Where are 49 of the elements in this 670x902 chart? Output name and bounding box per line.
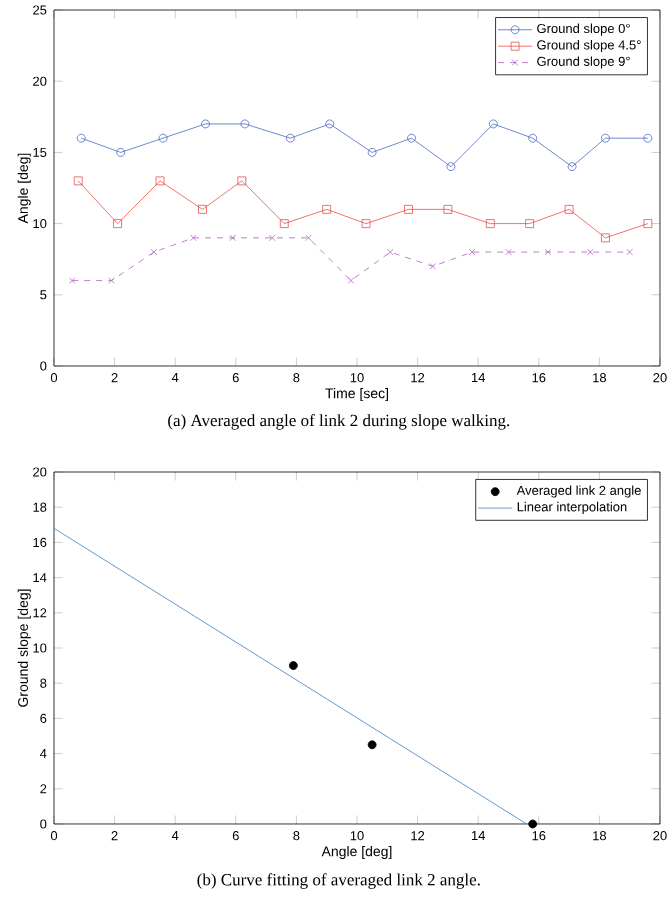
point [367, 148, 377, 157]
point [601, 133, 610, 143]
point [150, 248, 158, 256]
point [201, 119, 210, 129]
text: (a) Averaged angle of link 2 during slope walking. [168, 414, 510, 430]
point [108, 277, 115, 284]
point [68, 277, 76, 284]
point [116, 148, 126, 157]
point [158, 133, 168, 143]
point [268, 234, 276, 242]
point [325, 119, 335, 129]
point [468, 248, 476, 256]
point [446, 162, 456, 172]
text: (b) Curve fitting of averaged link 2 angle. [197, 873, 480, 889]
point [361, 219, 371, 229]
point [485, 219, 495, 229]
line-series [73, 176, 653, 243]
point [488, 119, 498, 129]
point [404, 204, 413, 214]
point [387, 248, 394, 256]
point [443, 204, 453, 214]
point [190, 234, 197, 242]
point [567, 162, 577, 172]
point [347, 277, 355, 284]
point [643, 219, 653, 229]
point [279, 219, 289, 229]
point [73, 176, 83, 186]
point [237, 176, 247, 186]
point [322, 204, 332, 214]
point [198, 204, 207, 214]
point [305, 234, 312, 242]
point [587, 248, 594, 256]
point [525, 219, 535, 229]
point [429, 263, 436, 270]
point [367, 740, 377, 750]
point [288, 661, 298, 670]
point [601, 233, 610, 243]
point [113, 219, 123, 229]
point [240, 119, 250, 129]
point [528, 819, 538, 829]
point [505, 248, 512, 256]
point [155, 176, 165, 186]
point [407, 133, 416, 143]
point [626, 248, 633, 256]
point [285, 133, 295, 143]
point [564, 204, 574, 214]
point [528, 133, 538, 143]
point [544, 248, 552, 256]
point [229, 234, 236, 242]
